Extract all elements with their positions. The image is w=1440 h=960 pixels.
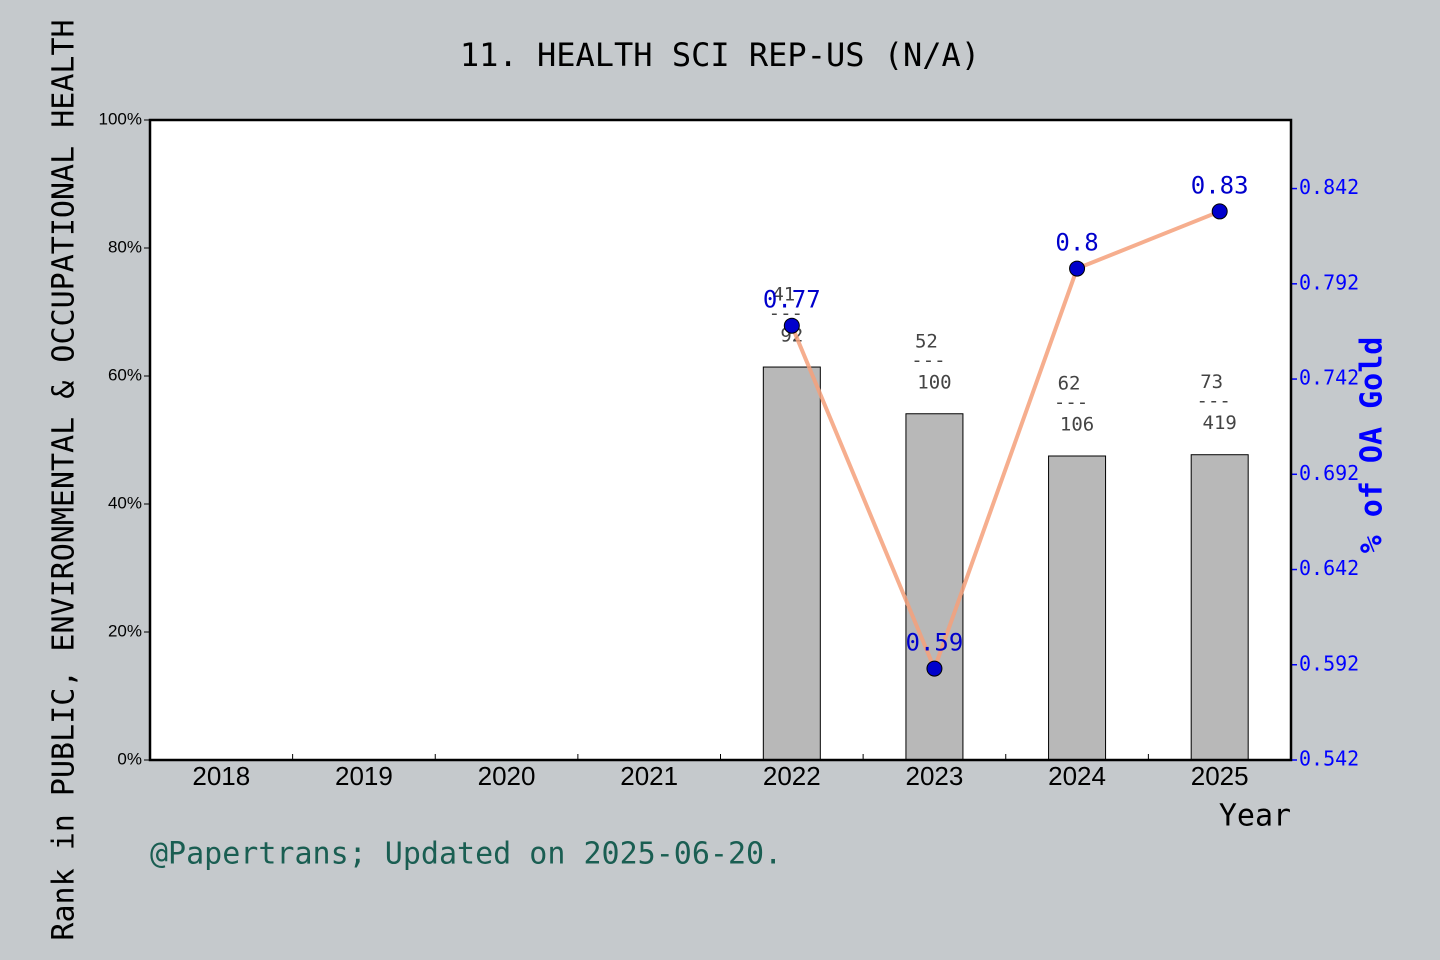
line-marker [1069,260,1086,277]
y2-tick-label: 0.692 [1299,461,1359,485]
x-tick-label: 2022 [763,761,821,791]
bar [905,413,964,761]
plot-area [150,120,1291,760]
y-tick-label: 100% [99,109,142,128]
y2-tick-label: 0.792 [1299,270,1359,294]
x-tick-label: 2023 [906,761,964,791]
y2-tick-label: 0.542 [1299,747,1359,771]
y-tick-label: 0% [117,749,142,768]
separator-label: --- [1197,390,1231,412]
y-tick-label: 40% [108,493,142,512]
x-axis-label: Year [1219,799,1291,834]
line-marker [926,660,943,677]
y2-tick-label: 0.642 [1299,556,1359,580]
bar [762,366,821,761]
separator-label: --- [1054,392,1088,414]
x-tick-label: 2018 [192,761,250,791]
x-tick-label: 2025 [1191,761,1249,791]
x-tick-label: 2019 [335,761,393,791]
rank-label: 73 [1200,371,1223,393]
separator-label: --- [911,349,945,371]
y-tick-label: 20% [108,621,142,640]
y2-tick-label: 0.742 [1299,366,1359,390]
rank-label: 41 [772,284,795,306]
y2-tick-label: 0.842 [1299,175,1359,199]
bar [1048,455,1107,761]
x-tick-label: 2024 [1048,761,1106,791]
y-axis-label: Rank in PUBLIC, ENVIRONMENTAL & OCCUPATI… [47,19,82,940]
x-tick-label: 2021 [620,761,678,791]
line-value-label: 0.77 [763,286,821,314]
total-label: 419 [1203,412,1237,434]
line-value-label: 0.59 [906,629,964,657]
line-marker [1211,203,1228,220]
line-value-label: 0.8 [1055,229,1098,257]
bar [1190,454,1249,761]
rank-label: 62 [1058,373,1081,395]
line-marker [783,317,800,334]
plot-frame [148,118,1293,762]
y2-tick-label: 0.592 [1299,651,1359,675]
footer: @Papertrans; Updated on 2025-06-20. [150,837,782,872]
chart-title: 11. HEALTH SCI REP-US (N/A) [460,36,980,74]
total-label: 100 [917,371,951,393]
y-tick-label: 60% [108,365,142,384]
line [789,209,1221,675]
x-tick-label: 2020 [478,761,536,791]
total-label: 106 [1060,414,1094,436]
y-tick-label: 80% [108,237,142,256]
line-value-label: 0.83 [1191,171,1249,199]
rank-label: 52 [915,330,938,352]
y2-axis-label: % of OA Gold [1355,337,1390,554]
